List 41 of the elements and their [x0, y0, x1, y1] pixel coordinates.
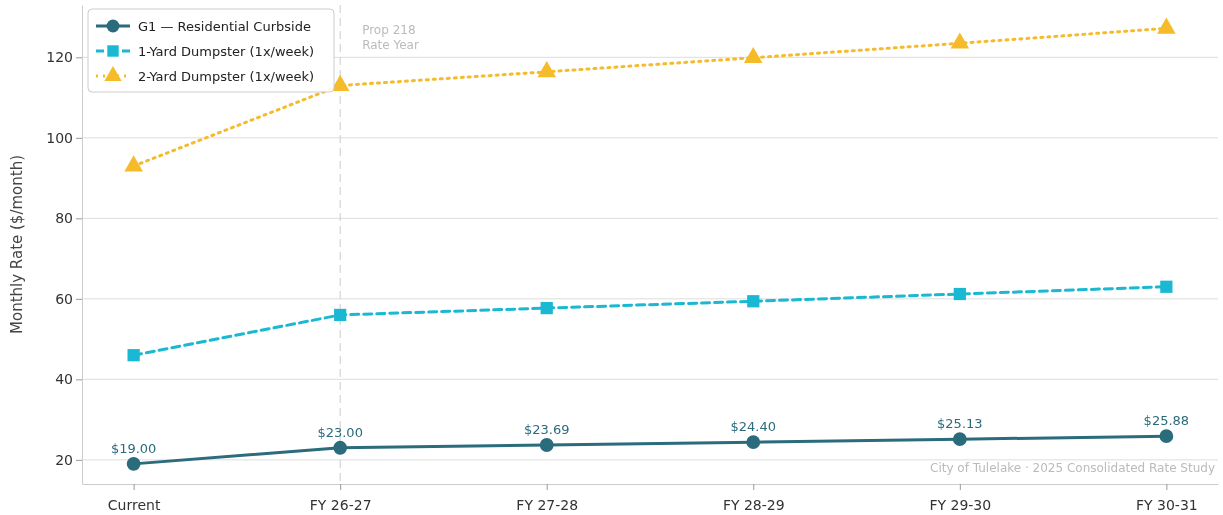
y-tick-label: 100 — [46, 129, 73, 146]
point — [126, 456, 141, 471]
point — [1159, 429, 1174, 444]
annotation: City of Tulelake · 2025 Consolidated Rate Study — [930, 461, 1215, 475]
point — [950, 32, 970, 49]
y-axis-title: Monthly Rate ($/month) — [8, 155, 26, 334]
legend-label: G1 — Residential Curbside — [138, 19, 311, 34]
point — [953, 287, 966, 301]
legend-label: 2-Yard Dumpster (1x/week) — [138, 69, 315, 84]
x-tick-label: FY 29-30 — [929, 496, 992, 513]
point — [333, 440, 348, 455]
data-label: $25.13 — [937, 416, 983, 432]
x-tick-label: FY 26-27 — [309, 496, 372, 513]
legend-label: 1-Yard Dumpster (1x/week) — [138, 44, 315, 59]
point — [540, 301, 553, 315]
y-tick-label: 120 — [46, 49, 73, 66]
data-label: $23.00 — [317, 424, 363, 440]
y-tick-label: 80 — [55, 210, 73, 227]
point — [334, 308, 347, 322]
point — [124, 155, 143, 172]
data-label: $19.00 — [110, 440, 157, 456]
x-tick-label: FY 28-29 — [722, 496, 785, 513]
point — [1157, 17, 1176, 34]
x-tick-label: Current — [107, 496, 161, 513]
y-tick-label: 60 — [55, 290, 73, 307]
point — [539, 438, 554, 452]
point — [537, 61, 557, 78]
data-label: $24.40 — [730, 419, 777, 435]
y-tick-label: 40 — [55, 371, 73, 388]
x-tick-label: FY 30-31 — [1135, 496, 1198, 513]
point — [952, 432, 967, 447]
point — [743, 46, 763, 64]
point — [1160, 280, 1173, 293]
ref-line-label: Prop 218 Rate Year — [362, 23, 419, 52]
data-label: $25.88 — [1143, 413, 1190, 429]
x-tick-label: FY 27-28 — [516, 496, 579, 513]
data-label: $23.69 — [523, 422, 570, 437]
y-tick-label: 20 — [55, 451, 73, 468]
point — [747, 295, 760, 308]
point — [127, 349, 140, 362]
point — [746, 435, 761, 450]
